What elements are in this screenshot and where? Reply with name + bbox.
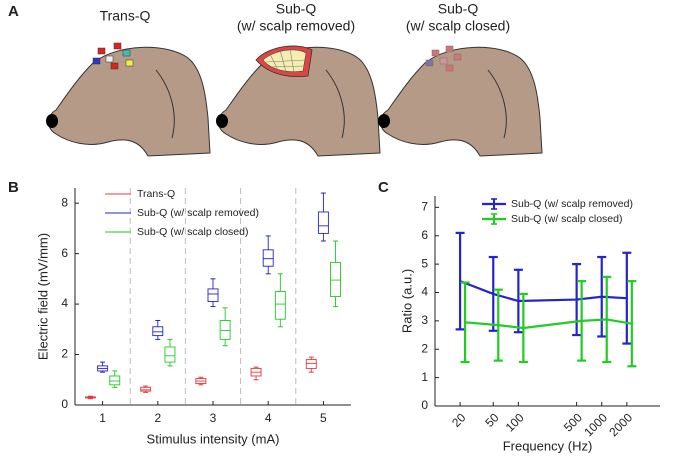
- legend-label: Sub-Q (w/ scalp closed): [137, 226, 248, 238]
- box: [274, 291, 286, 320]
- box: [164, 346, 176, 363]
- x-axis-label: Stimulus intensity (mA): [147, 431, 280, 446]
- y-tick-label: 2: [421, 341, 428, 355]
- y-tick-label: 4: [61, 296, 68, 310]
- y-tick-label: 8: [61, 195, 68, 209]
- box: [152, 326, 164, 337]
- box: [219, 320, 231, 340]
- y-tick-label: 5: [421, 256, 428, 270]
- series-line: [465, 318, 633, 330]
- y-tick-label: 6: [421, 228, 428, 242]
- x-axis-label: Frequency (Hz): [503, 438, 593, 453]
- illustration-title: (w/ scalp removed): [237, 18, 355, 34]
- y-tick-label: 0: [61, 397, 68, 411]
- illustration-title: (w/ scalp closed): [406, 18, 510, 34]
- box: [109, 375, 121, 386]
- legend-label: Trans-Q: [137, 188, 175, 200]
- x-tick-label: 1: [99, 411, 106, 425]
- x-tick-label: 3: [210, 411, 217, 425]
- illustration-title: Trans-Q: [100, 8, 151, 24]
- x-tick-label: 100: [503, 410, 527, 434]
- y-tick-label: 3: [421, 313, 428, 327]
- legend-label: Sub-Q (w/ scalp removed): [137, 207, 259, 219]
- x-tick-label: 1000: [581, 410, 610, 439]
- legend-label: Sub-Q (w/ scalp removed): [511, 198, 633, 210]
- panel-label: B: [8, 179, 19, 196]
- box: [207, 288, 219, 302]
- dog-trans-q: [45, 42, 211, 157]
- panel-label: C: [378, 179, 389, 196]
- x-tick-label: 20: [449, 410, 469, 430]
- x-tick-label: 2: [154, 411, 161, 425]
- dog-sub-q-removed: [215, 45, 381, 157]
- box: [305, 359, 317, 369]
- panel-label: A: [8, 3, 19, 20]
- illustration-title: Sub-Q: [276, 1, 317, 17]
- x-tick-label: 2000: [606, 410, 635, 439]
- y-tick-label: 6: [61, 246, 68, 260]
- y-tick-label: 7: [421, 200, 428, 214]
- y-tick-label: 0: [421, 398, 428, 412]
- y-tick-label: 2: [61, 347, 68, 361]
- dog-sub-q-closed: [377, 45, 543, 157]
- illustration-title: Sub-Q: [438, 1, 479, 17]
- x-tick-label: 5: [320, 411, 327, 425]
- y-tick-label: 4: [421, 285, 428, 299]
- x-tick-label: 50: [482, 410, 502, 430]
- y-tick-label: 1: [421, 370, 428, 384]
- x-tick-label: 4: [265, 411, 272, 425]
- box: [140, 386, 152, 392]
- box: [317, 211, 329, 234]
- y-axis-label: Ratio (a.u.): [399, 269, 414, 333]
- box: [262, 249, 274, 267]
- legend-label: Sub-Q (w/ scalp closed): [511, 213, 622, 225]
- box: [330, 261, 341, 297]
- y-axis-label: Electric field (mV/mm): [35, 233, 50, 360]
